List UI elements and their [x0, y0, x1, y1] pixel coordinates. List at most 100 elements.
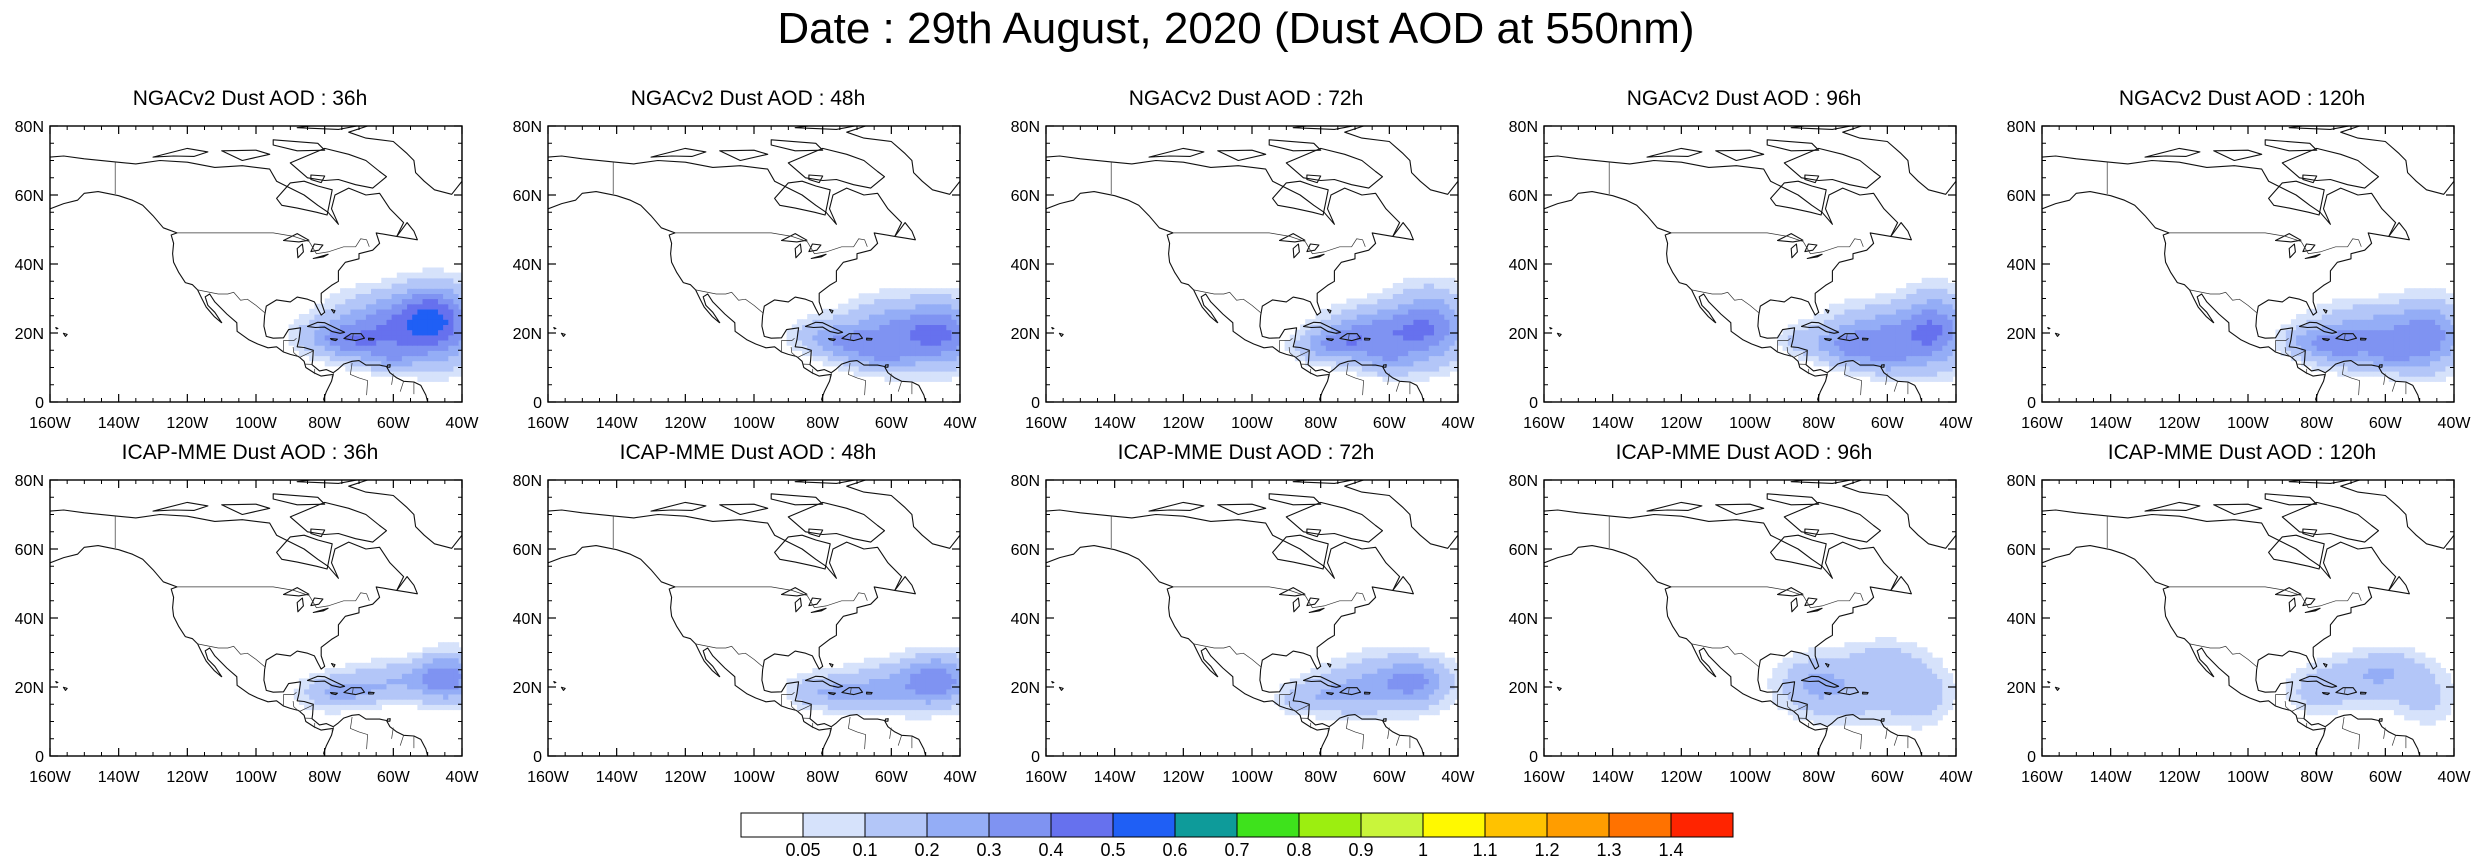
panel-title: NGACv2 Dust AOD : 120h — [2118, 87, 2366, 110]
y-tick-label: 40N — [1509, 611, 1538, 628]
y-tick-label: 0 — [1529, 395, 1538, 412]
y-tick-label: 0 — [1031, 749, 1040, 766]
dust-aod-field — [293, 642, 462, 716]
map-area — [50, 126, 462, 402]
y-tick-label: 40N — [1509, 257, 1538, 274]
y-tick-label: 40N — [1011, 611, 1040, 628]
map-plot: 160W 140W 120W 100W 80W 60W 40W 0 20N 40N 60N 80N — [15, 119, 480, 432]
y-tick-label: 20N — [2007, 326, 2036, 343]
x-tick-label: 80W — [806, 415, 840, 432]
map-plot: 160W 140W 120W 100W 80W 60W 40W 0 20N 40N 60N 80N — [2007, 473, 2472, 786]
x-tick-label: 160W — [1025, 769, 1068, 786]
x-tick-label: 120W — [1660, 415, 1703, 432]
x-tick-label: 160W — [527, 769, 570, 786]
x-tick-label: 100W — [2227, 769, 2270, 786]
x-tick-label: 140W — [1592, 415, 1635, 432]
y-tick-label: 40N — [15, 257, 44, 274]
map-panel: ICAP-MME Dust AOD : 96h 160W 140W 120W 100W 8… — [1494, 440, 1974, 786]
map-area — [2042, 126, 2454, 402]
map-panel: NGACv2 Dust AOD : 72h 160W 140W 120W 100W 80W… — [996, 86, 1476, 432]
colorbar-label: 0.7 — [1224, 840, 1249, 856]
colorbar-label: 1.4 — [1658, 840, 1683, 856]
x-tick-label: 60W — [377, 415, 411, 432]
x-tick-label: 80W — [1802, 415, 1836, 432]
y-tick-label: 60N — [2007, 542, 2036, 559]
x-tick-label: 60W — [875, 769, 909, 786]
x-tick-label: 40W — [1442, 415, 1476, 432]
colorbar-label: 1 — [1418, 840, 1428, 856]
colorbar-label: 1.2 — [1534, 840, 1559, 856]
map-panel: NGACv2 Dust AOD : 36h 160W 140W 120W 100W 80W… — [0, 86, 480, 432]
y-tick-label: 0 — [1529, 749, 1538, 766]
map-panel: ICAP-MME Dust AOD : 48h 160W 140W 120W 100W 8… — [498, 440, 978, 786]
coastlines — [548, 480, 960, 756]
colorbar-label: 0.6 — [1162, 840, 1187, 856]
panel-title: ICAP-MME Dust AOD : 72h — [1117, 441, 1375, 464]
x-tick-label: 120W — [2158, 415, 2201, 432]
x-tick-label: 60W — [1373, 415, 1407, 432]
x-tick-label: 160W — [2021, 769, 2064, 786]
x-tick-label: 160W — [527, 415, 570, 432]
x-tick-label: 60W — [2369, 769, 2403, 786]
colorbar-swatch — [1174, 812, 1238, 838]
panel-title: ICAP-MME Dust AOD : 120h — [2107, 441, 2377, 464]
map-panel: NGACv2 Dust AOD : 96h 160W 140W 120W 100W 80W… — [1494, 86, 1974, 432]
map-plot: 160W 140W 120W 100W 80W 60W 40W 0 20N 40N 60N 80N — [513, 473, 978, 786]
country-borders — [1608, 515, 1909, 750]
y-tick-label: 0 — [533, 749, 542, 766]
x-tick-label: 140W — [2090, 769, 2133, 786]
country-borders — [2106, 515, 2407, 750]
map-area — [1046, 480, 1458, 756]
panel-title: NGACv2 Dust AOD : 48h — [630, 87, 866, 110]
x-tick-label: 40W — [446, 415, 480, 432]
colorbar-swatch — [988, 812, 1052, 838]
map-panel: NGACv2 Dust AOD : 120h 160W 140W 120W 100W 80… — [1992, 86, 2472, 432]
x-tick-label: 100W — [235, 769, 278, 786]
colorbar-swatch — [1360, 812, 1424, 838]
y-tick-label: 20N — [1509, 680, 1538, 697]
colorbar-swatch — [1546, 812, 1610, 838]
panel-title: ICAP-MME Dust AOD : 96h — [1615, 441, 1873, 464]
dust-aod-field — [786, 288, 960, 382]
country-borders — [1110, 161, 1411, 396]
y-tick-label: 0 — [2027, 749, 2036, 766]
x-tick-label: 40W — [446, 769, 480, 786]
y-tick-label: 60N — [1011, 542, 1040, 559]
x-tick-label: 120W — [1162, 415, 1205, 432]
x-tick-label: 140W — [1094, 769, 1137, 786]
map-panel: NGACv2 Dust AOD : 48h 160W 140W 120W 100W 80W… — [498, 86, 978, 432]
dust-aod-field — [1777, 277, 1956, 382]
map-plot: 160W 140W 120W 100W 80W 60W 40W 0 20N 40N 60N 80N — [1011, 473, 1476, 786]
colorbar-label: 0.4 — [1038, 840, 1063, 856]
x-tick-label: 100W — [2227, 415, 2270, 432]
x-tick-label: 40W — [944, 415, 978, 432]
map-area — [548, 480, 960, 756]
y-tick-label: 20N — [15, 680, 44, 697]
panel-title: ICAP-MME Dust AOD : 36h — [121, 441, 379, 464]
y-tick-label: 40N — [2007, 257, 2036, 274]
y-tick-label: 80N — [1509, 119, 1538, 136]
x-tick-label: 60W — [1373, 769, 1407, 786]
map-plot: 160W 140W 120W 100W 80W 60W 40W 0 20N 40N 60N 80N — [513, 119, 978, 432]
x-tick-label: 60W — [2369, 415, 2403, 432]
coastlines — [1046, 480, 1458, 756]
map-area — [2042, 480, 2454, 756]
y-tick-label: 40N — [1011, 257, 1040, 274]
x-tick-label: 80W — [806, 769, 840, 786]
y-tick-label: 20N — [513, 680, 542, 697]
panel-title: NGACv2 Dust AOD : 36h — [132, 87, 368, 110]
country-borders — [1608, 161, 1909, 396]
map-panel: ICAP-MME Dust AOD : 72h 160W 140W 120W 100W 8… — [996, 440, 1476, 786]
y-tick-label: 0 — [1031, 395, 1040, 412]
x-tick-label: 120W — [664, 769, 707, 786]
colorbar-swatch — [1608, 812, 1672, 838]
x-tick-label: 80W — [2300, 769, 2334, 786]
y-tick-label: 20N — [1509, 326, 1538, 343]
y-tick-label: 40N — [513, 611, 542, 628]
colorbar-label: 0.9 — [1348, 840, 1373, 856]
x-tick-label: 40W — [1940, 415, 1974, 432]
y-tick-label: 40N — [2007, 611, 2036, 628]
x-tick-label: 160W — [1523, 415, 1566, 432]
dust-aod-field — [2285, 647, 2454, 726]
x-tick-label: 100W — [1231, 415, 1274, 432]
